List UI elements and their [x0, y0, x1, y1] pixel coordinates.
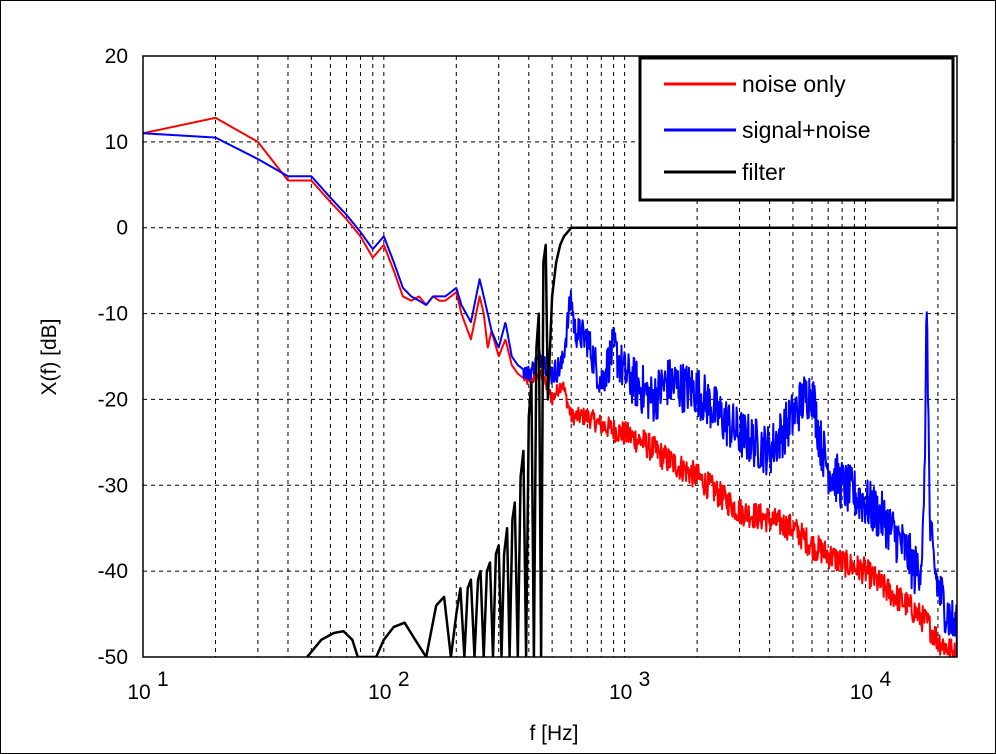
y-tick-label: -20 [98, 388, 128, 411]
plot-border [142, 55, 958, 658]
y-tick-label: 20 [105, 45, 128, 68]
x-tick-label: 10 [609, 681, 632, 704]
y-tick-labels: 20 10 0 -10 -20 -30 -40 -50 [98, 45, 128, 669]
x-tick-exponent: 4 [879, 668, 891, 691]
x-tick-labels: 10 1 10 2 10 3 10 4 [127, 668, 891, 704]
x-tick-label: 10 [368, 681, 391, 704]
y-tick-label: -50 [98, 646, 128, 669]
legend: noise only signal+noise filter [638, 56, 955, 202]
y-tick-label: -40 [98, 560, 128, 583]
x-axis-label: f [Hz] [529, 722, 578, 745]
x-tick-exponent: 3 [639, 668, 651, 691]
y-axis-label: X(f) [dB] [38, 318, 61, 395]
y-tick-label: -30 [98, 474, 128, 497]
x-tick-label: 10 [127, 681, 150, 704]
series-layer [143, 116, 957, 657]
y-tick-label: 0 [116, 217, 128, 240]
y-tick-label: -10 [98, 303, 128, 326]
legend-label-filter: filter [742, 159, 786, 185]
y-tick-label: 10 [105, 131, 128, 154]
x-tick-exponent: 2 [398, 668, 410, 691]
x-tick-exponent: 1 [157, 668, 169, 691]
legend-label-noise-only: noise only [742, 71, 846, 97]
series-line-filter [306, 226, 957, 657]
x-tick-label: 10 [850, 681, 873, 704]
legend-label-signal-noise: signal+noise [742, 117, 871, 143]
series-line-noise-only [143, 116, 957, 657]
